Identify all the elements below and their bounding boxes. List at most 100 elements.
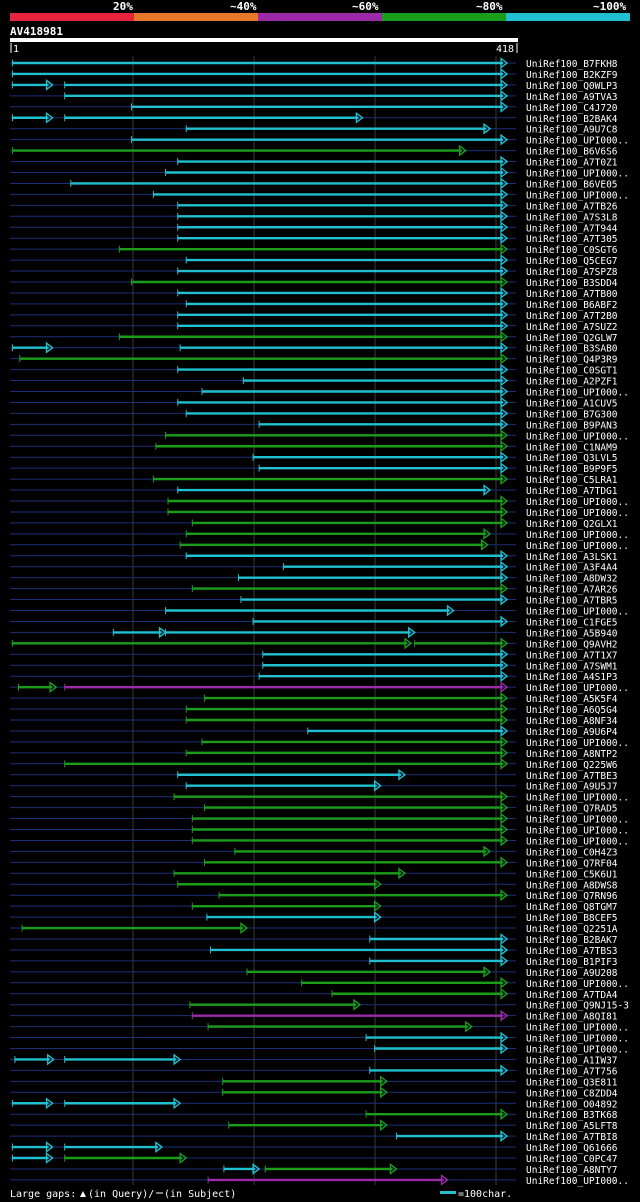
hit-row[interactable]: UniRef100_UPI000.. [10,133,629,147]
hit-row[interactable]: UniRef100_C0H4Z3 [10,845,618,859]
hit-label[interactable]: UniRef100_A7T0Z1 [526,158,618,169]
hit-label[interactable]: UniRef100_A8NTY7 [526,1165,618,1176]
hit-row[interactable]: UniRef100_Q2GLW7 [10,330,618,344]
hit-label[interactable]: UniRef100_C0H4Z3 [526,847,618,858]
hit-label[interactable]: UniRef100_Q7RN96 [526,891,618,902]
hit-label[interactable]: UniRef100_B3SDD4 [526,278,618,289]
hit-label[interactable]: UniRef100_A5B940 [526,628,618,639]
hit-row[interactable]: UniRef100_UPI000.. [10,1174,629,1187]
hit-row[interactable]: UniRef100_UPI000.. [10,812,629,826]
hit-label[interactable]: UniRef100_B1PIF3 [526,957,618,968]
hit-label[interactable]: UniRef100_A7SPZ8 [526,267,618,278]
hit-row[interactable]: UniRef100_UPI000.. [10,823,629,837]
hit-row[interactable]: UniRef100_A7AR26 [10,582,618,596]
hit-label[interactable]: UniRef100_B2KZF9 [526,70,618,81]
hit-row[interactable]: UniRef100_A7TBI8 [10,1130,618,1144]
hit-row[interactable]: UniRef100_B3SAB0 [10,341,618,355]
hit-row[interactable]: UniRef100_C5K6U1 [10,867,618,881]
hit-row[interactable]: UniRef100_A5LFT8 [10,1119,618,1133]
hit-label[interactable]: UniRef100_UPI000.. [526,1023,629,1034]
hit-row[interactable]: UniRef100_UPI000.. [10,834,629,848]
hit-label[interactable]: UniRef100_Q5CEG7 [526,256,618,267]
hit-row[interactable]: UniRef100_C4J720 [10,100,618,114]
hit-label[interactable]: UniRef100_UPI000.. [526,431,629,442]
hit-row[interactable]: UniRef100_A7SPZ8 [10,265,618,279]
hit-label[interactable]: UniRef100_C5LRA1 [526,475,618,486]
hit-row[interactable]: UniRef100_C0SGT1 [10,363,618,377]
hit-label[interactable]: UniRef100_A7TB26 [526,201,618,212]
hit-row[interactable]: UniRef100_UPI000.. [10,736,629,749]
hit-row[interactable]: UniRef100_B7FKH8 [10,57,618,71]
hit-label[interactable]: UniRef100_B2BAK7 [526,935,618,946]
hit-label[interactable]: UniRef100_A6Q5G4 [526,705,618,716]
hit-label[interactable]: UniRef100_C5K6U1 [526,869,618,880]
hit-row[interactable]: UniRef100_Q3LVL5 [10,451,618,465]
hit-row[interactable]: UniRef100_A6Q5G4 [10,703,618,717]
hit-row[interactable]: UniRef100_B6V6S6 [10,144,618,158]
hit-label[interactable]: UniRef100_A7AR26 [526,585,618,596]
hit-row[interactable]: UniRef100_A7TB26 [10,199,618,213]
hit-row[interactable]: UniRef100_A7T0Z1 [10,155,618,169]
hit-label[interactable]: UniRef100_C8ZDD4 [526,1088,618,1099]
hit-label[interactable]: UniRef100_A7T1X7 [526,650,618,661]
hit-row[interactable]: UniRef100_UPI000.. [10,166,629,180]
hit-label[interactable]: UniRef100_A9U6P4 [526,727,618,738]
hit-label[interactable]: UniRef100_A7TBR5 [526,596,618,607]
hit-row[interactable]: UniRef100_B8CEF5 [10,911,618,925]
hit-label[interactable]: UniRef100_A3LSK1 [526,552,618,563]
hit-label[interactable]: UniRef100_UPI000.. [526,388,629,399]
hit-row[interactable]: UniRef100_A5B940 [10,626,618,640]
hit-row[interactable]: UniRef100_C0PC47 [10,1152,618,1166]
hit-label[interactable]: UniRef100_Q4P3R9 [526,355,618,366]
hit-label[interactable]: UniRef100_A5LFT8 [526,1121,618,1132]
hit-label[interactable]: UniRef100_UPI000.. [526,1045,629,1056]
hit-row[interactable]: UniRef100_A7T944 [10,221,618,235]
hit-row[interactable]: UniRef100_A7T2B0 [10,308,618,322]
hit-label[interactable]: UniRef100_A7T944 [526,223,618,234]
hit-row[interactable]: UniRef100_A7TDA4 [10,987,618,1001]
hit-label[interactable]: UniRef100_A8DW32 [526,574,618,585]
hit-row[interactable]: UniRef100_A1CUV5 [10,396,618,410]
hit-label[interactable]: UniRef100_A9U5J7 [526,782,618,793]
hit-label[interactable]: UniRef100_A7T2B0 [526,311,618,322]
hit-row[interactable]: UniRef100_Q5CEG7 [10,254,618,268]
hit-label[interactable]: UniRef100_A2PZF1 [526,377,618,388]
hit-label[interactable]: UniRef100_UPI000.. [526,815,629,826]
hit-label[interactable]: UniRef100_A7TB00 [526,289,618,300]
hit-row[interactable]: UniRef100_B2BAK7 [10,933,618,947]
hit-label[interactable]: UniRef100_B3TK68 [526,1110,618,1121]
hit-label[interactable]: UniRef100_B7FKH8 [526,59,618,70]
hit-label[interactable]: UniRef100_B8CEF5 [526,913,618,924]
hit-label[interactable]: UniRef100_C0SGT6 [526,245,618,256]
hit-label[interactable]: UniRef100_B9PAN3 [526,420,618,431]
hit-row[interactable]: UniRef100_A4S1P3 [10,670,618,684]
hit-row[interactable]: UniRef100_B6ABF2 [10,298,618,311]
hit-label[interactable]: UniRef100_Q225W6 [526,760,618,771]
hit-label[interactable]: UniRef100_UPI000.. [526,738,629,749]
hit-row[interactable]: UniRef100_Q225W6 [10,757,618,771]
hit-row[interactable]: UniRef100_C0SGT6 [10,243,618,257]
hit-label[interactable]: UniRef100_Q3LVL5 [526,453,618,464]
hit-row[interactable]: UniRef100_UPI000.. [10,188,629,202]
hit-label[interactable]: UniRef100_C1FGE5 [526,617,618,628]
hit-label[interactable]: UniRef100_UPI000.. [526,836,629,847]
hit-label[interactable]: UniRef100_Q7RAD5 [526,804,618,815]
hit-label[interactable]: UniRef100_A7T756 [526,1066,618,1077]
hit-row[interactable]: UniRef100_Q8TGM7 [10,900,618,914]
hit-row[interactable]: UniRef100_A1IW37 [10,1053,618,1067]
hit-label[interactable]: UniRef100_A9U208 [526,968,618,979]
hit-row[interactable]: UniRef100_C8ZDD4 [10,1086,618,1100]
hit-label[interactable]: UniRef100_B2BAK4 [526,114,618,125]
hit-label[interactable]: UniRef100_A7S3L8 [526,212,618,223]
hit-label[interactable]: UniRef100_Q61666 [526,1143,618,1154]
hit-row[interactable]: UniRef100_UPI000.. [10,385,629,399]
hit-label[interactable]: UniRef100_UPI000.. [526,169,629,180]
hit-row[interactable]: UniRef100_UPI000.. [10,976,629,990]
hit-label[interactable]: UniRef100_UPI000.. [526,190,629,201]
hit-row[interactable]: UniRef100_UPI000.. [10,790,629,804]
hit-label[interactable]: UniRef100_A1CUV5 [526,398,618,409]
hit-row[interactable]: UniRef100_A2PZF1 [10,374,618,388]
hit-label[interactable]: UniRef100_A4S1P3 [526,672,618,683]
hit-row[interactable]: UniRef100_A7SWM1 [10,659,618,673]
hit-row[interactable]: UniRef100_B2KZF9 [10,68,618,81]
